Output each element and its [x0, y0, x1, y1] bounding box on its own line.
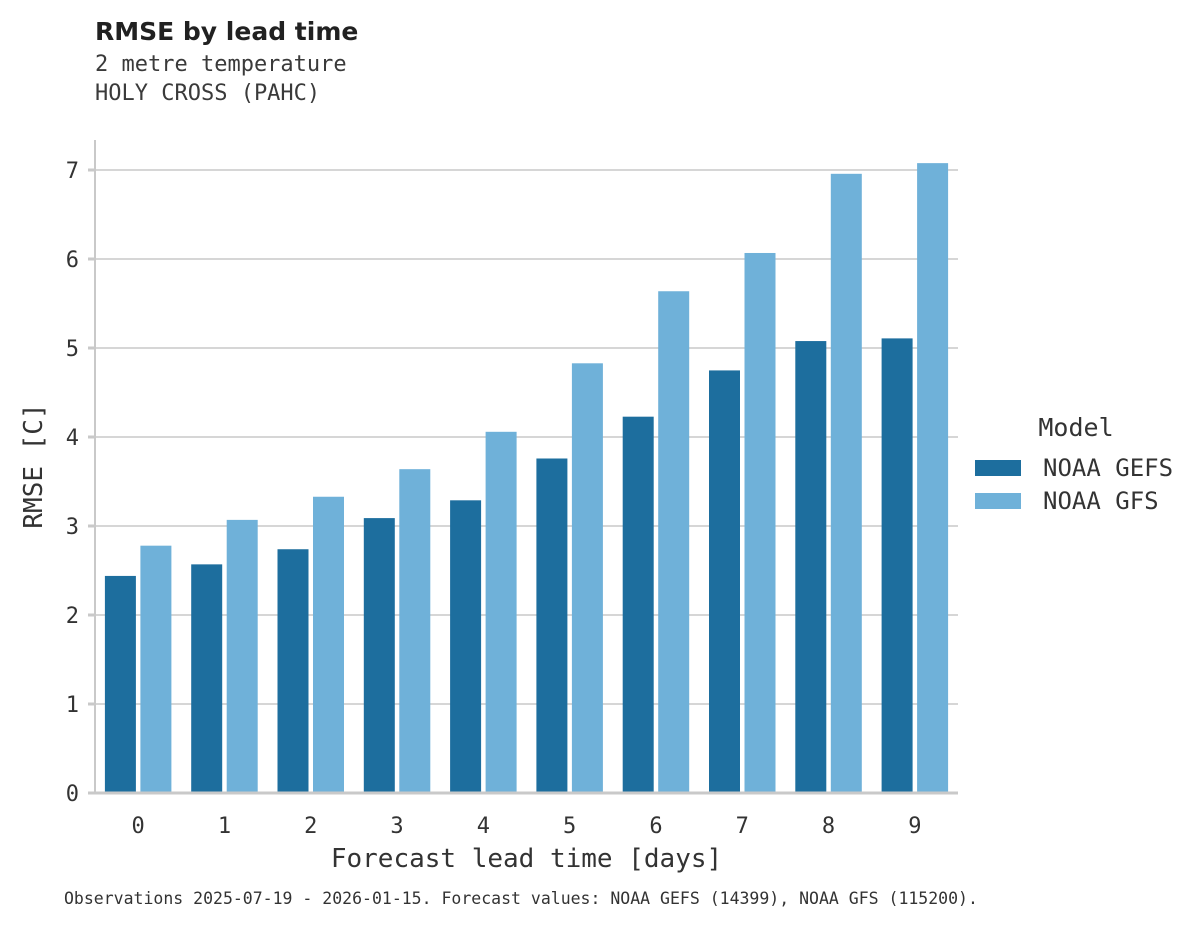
bar-noaa-gfs-day-3 [399, 469, 431, 793]
bar-noaa-gfs-day-5 [571, 363, 603, 793]
y-tick-label-6: 6 [66, 248, 79, 273]
bar-noaa-gefs-day-7 [709, 370, 740, 793]
bar-noaa-gfs-day-8 [830, 173, 862, 794]
legend: Model NOAA GEFS NOAA GFS [975, 413, 1177, 518]
x-tick-label-2: 2 [304, 814, 317, 839]
x-axis-label: Forecast lead time [days] [330, 844, 723, 874]
bar-noaa-gefs-day-2 [277, 549, 309, 793]
bar-noaa-gefs-day-0 [104, 575, 136, 793]
bar-noaa-gefs-day-3 [363, 518, 395, 793]
x-tick-label-6: 6 [649, 814, 662, 839]
y-tick-label-3: 3 [66, 515, 79, 540]
bar-noaa-gfs-day-6 [658, 291, 690, 793]
y-tick-label-2: 2 [66, 604, 79, 629]
legend-label-noaa-gfs: NOAA GFS [1043, 487, 1159, 516]
x-tick-label-0: 0 [132, 814, 145, 839]
legend-swatch-noaa-gfs [975, 493, 1021, 510]
legend-title: Model [1038, 413, 1114, 442]
bar-noaa-gefs-day-4 [450, 500, 482, 793]
legend-item-noaa-gefs: NOAA GEFS [975, 451, 1177, 485]
bar-noaa-gfs-day-0 [140, 545, 172, 793]
bar-noaa-gefs-day-8 [795, 341, 827, 793]
legend-swatch-noaa-gefs [975, 459, 1021, 476]
legend-label-noaa-gefs: NOAA GEFS [1043, 453, 1174, 482]
bar-noaa-gefs-day-5 [536, 458, 568, 793]
x-tick-label-8: 8 [822, 814, 835, 839]
caption: Observations 2025-07-19 - 2026-01-15. Fo… [64, 889, 978, 908]
legend-item-noaa-gfs: NOAA GFS [975, 485, 1177, 519]
x-tick-label-1: 1 [218, 814, 231, 839]
x-tick-label-7: 7 [736, 814, 749, 839]
bar-noaa-gfs-day-9 [917, 163, 949, 793]
bar-noaa-gfs-day-2 [313, 496, 344, 793]
chart-title: RMSE by lead time [95, 17, 359, 46]
chart-subtitle-station: HOLY CROSS (PAHC) [95, 81, 321, 106]
bar-noaa-gfs-day-4 [485, 431, 517, 793]
bar-noaa-gefs-day-6 [622, 416, 654, 793]
y-tick-label-4: 4 [66, 426, 79, 451]
x-tick-label-4: 4 [477, 814, 490, 839]
y-tick-label-5: 5 [66, 337, 79, 362]
chart-subtitle-variable: 2 metre temperature [95, 52, 347, 77]
y-axis-label: RMSE [C] [19, 403, 49, 529]
bar-noaa-gefs-day-1 [191, 564, 223, 793]
bar-noaa-gfs-day-7 [744, 252, 776, 794]
y-tick-label-7: 7 [66, 159, 79, 184]
bar-noaa-gfs-day-1 [226, 519, 258, 793]
x-tick-label-5: 5 [563, 814, 576, 839]
x-tick-label-9: 9 [908, 814, 921, 839]
x-tick-label-3: 3 [390, 814, 403, 839]
bar-noaa-gefs-day-9 [881, 338, 913, 793]
y-tick-label-1: 1 [66, 693, 79, 718]
y-tick-label-0: 0 [66, 782, 79, 807]
